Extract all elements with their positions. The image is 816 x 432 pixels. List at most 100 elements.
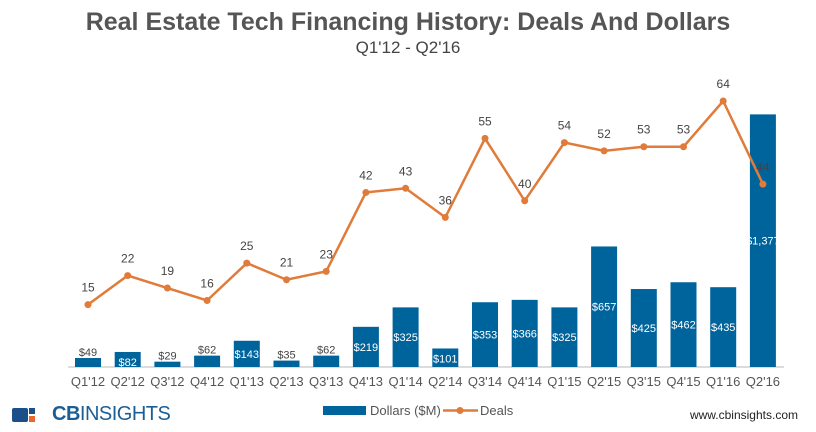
x-tick-label: Q1'14 bbox=[388, 374, 422, 389]
bar-value-label: $29 bbox=[158, 351, 176, 363]
bar-value-label: $101 bbox=[433, 353, 457, 365]
bar-value-label: $435 bbox=[711, 322, 735, 334]
logo-mark-icon bbox=[12, 407, 35, 422]
deals-value-label: 52 bbox=[597, 127, 611, 141]
deals-point bbox=[600, 147, 608, 155]
bar bbox=[432, 348, 459, 367]
bar-value-label: $425 bbox=[632, 323, 656, 335]
deals-value-label: 25 bbox=[240, 239, 254, 253]
bar bbox=[273, 360, 300, 367]
deals-point bbox=[521, 197, 529, 205]
bar bbox=[551, 307, 578, 367]
x-tick-label: Q4'14 bbox=[508, 374, 542, 389]
legend-deals-label: Deals bbox=[480, 403, 514, 418]
bar-value-label: $325 bbox=[393, 332, 417, 344]
deals-point bbox=[283, 276, 290, 284]
x-tick-label: Q4'13 bbox=[349, 374, 383, 389]
deals-value-label: 40 bbox=[518, 177, 532, 191]
chart-title: Real Estate Tech Financing History: Deal… bbox=[85, 8, 731, 36]
logo-text: CBINSIGHTS bbox=[52, 403, 171, 425]
deals-point bbox=[402, 184, 410, 192]
bar bbox=[630, 289, 657, 367]
x-tick-label: Q3'12 bbox=[150, 374, 184, 389]
bar bbox=[75, 358, 101, 367]
bar bbox=[313, 355, 340, 367]
deals-point bbox=[441, 213, 449, 221]
bar-value-label: $143 bbox=[235, 349, 259, 361]
deals-point bbox=[680, 143, 687, 151]
deals-value-label: 54 bbox=[558, 119, 572, 133]
bar bbox=[670, 282, 697, 367]
deals-value-label: 53 bbox=[637, 123, 651, 137]
deals-value-label: 43 bbox=[399, 164, 413, 178]
deals-point bbox=[124, 272, 132, 280]
deals-point bbox=[560, 139, 568, 147]
bar-value-label: $1,377 bbox=[746, 236, 780, 248]
legend-dollars-label: Dollars ($M) bbox=[370, 403, 441, 418]
bar bbox=[472, 302, 498, 367]
bar bbox=[749, 114, 776, 367]
bar-value-label: $353 bbox=[473, 330, 497, 342]
bar bbox=[114, 351, 141, 367]
chart-subtitle: Q1'12 - Q2'16 bbox=[355, 38, 461, 57]
x-tick-label: Q1'13 bbox=[230, 374, 264, 389]
x-tick-label: Q1'12 bbox=[71, 374, 105, 389]
bar bbox=[154, 361, 181, 367]
deals-value-label: 44 bbox=[756, 160, 770, 174]
deals-point bbox=[84, 301, 92, 309]
deals-value-label: 16 bbox=[200, 277, 214, 291]
deals-point bbox=[243, 259, 251, 267]
deals-point bbox=[362, 188, 370, 196]
bar bbox=[710, 287, 737, 367]
deals-point bbox=[481, 134, 489, 142]
deals-point bbox=[759, 180, 767, 188]
bar-value-label: $49 bbox=[79, 347, 97, 359]
deals-value-label: 55 bbox=[478, 114, 492, 128]
bar bbox=[392, 307, 419, 367]
deals-value-label: 19 bbox=[161, 264, 175, 278]
bar-value-label: $462 bbox=[671, 320, 695, 332]
bar-value-label: $62 bbox=[198, 345, 216, 357]
x-tick-label: Q2'15 bbox=[587, 374, 621, 389]
deals-value-label: 21 bbox=[280, 256, 294, 270]
bar-value-label: $657 bbox=[592, 302, 616, 314]
deals-value-label: 53 bbox=[677, 123, 691, 137]
bar-value-label: $82 bbox=[119, 357, 137, 369]
legend-dollars-swatch bbox=[323, 406, 366, 415]
bar bbox=[194, 355, 221, 367]
x-tick-label: Q4'12 bbox=[190, 374, 224, 389]
deals-value-label: 23 bbox=[320, 247, 334, 261]
x-tick-label: Q4'15 bbox=[666, 374, 700, 389]
bar bbox=[233, 340, 260, 367]
x-tick-label: Q2'12 bbox=[111, 374, 145, 389]
deals-value-label: 15 bbox=[81, 281, 95, 295]
deals-point bbox=[203, 297, 211, 304]
bar bbox=[511, 299, 538, 367]
bar-value-label: $35 bbox=[277, 350, 295, 362]
source-url: www.cbinsights.com bbox=[689, 408, 798, 422]
bar-value-label: $219 bbox=[354, 342, 378, 354]
deals-point bbox=[322, 267, 330, 275]
deals-point bbox=[640, 143, 648, 151]
x-tick-label: Q2'13 bbox=[269, 374, 303, 389]
deals-value-label: 36 bbox=[439, 193, 453, 207]
deals-value-label: 22 bbox=[121, 252, 135, 266]
bar-value-label: $62 bbox=[317, 345, 335, 357]
deals-line bbox=[87, 98, 765, 306]
bar bbox=[352, 326, 379, 367]
x-tick-label: Q3'14 bbox=[468, 374, 502, 389]
deals-value-label: 64 bbox=[717, 77, 731, 91]
deals-point bbox=[163, 284, 171, 292]
bar-value-label: $325 bbox=[552, 332, 576, 344]
x-tick-label: Q1'15 bbox=[547, 374, 581, 389]
bar-value-label: $366 bbox=[512, 328, 536, 340]
legend-deals-marker bbox=[456, 407, 464, 414]
deals-value-label: 42 bbox=[359, 168, 373, 182]
x-tick-label: Q1'16 bbox=[706, 374, 740, 389]
cbinsights-logo: CBINSIGHTS bbox=[12, 403, 171, 426]
deals-point bbox=[719, 97, 727, 105]
x-tick-label: Q3'15 bbox=[627, 374, 661, 389]
x-tick-label: Q3'13 bbox=[309, 374, 343, 389]
